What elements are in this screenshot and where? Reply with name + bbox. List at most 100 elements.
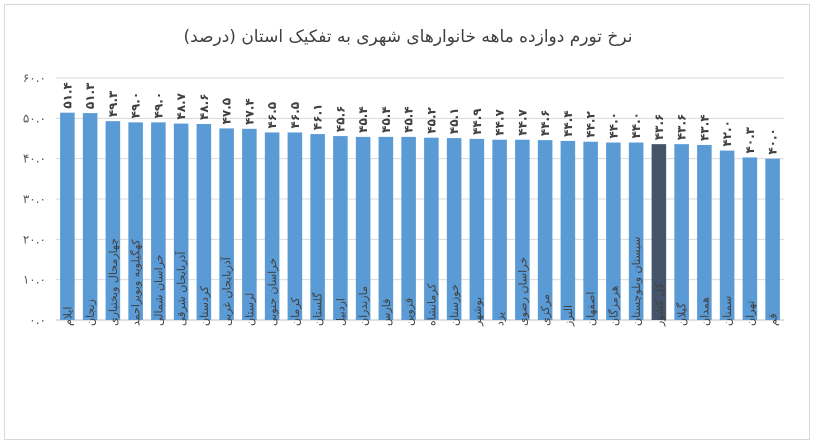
- x-tick-label: سمنان: [721, 296, 734, 326]
- x-tick-label: هرمزگان: [607, 285, 620, 326]
- bar: [674, 144, 689, 320]
- bar: [765, 158, 780, 320]
- bar: [378, 136, 394, 320]
- x-tick-label: خراسان شمالی: [152, 254, 165, 326]
- x-tick-label: قزوین: [403, 298, 416, 326]
- bar: [401, 136, 416, 320]
- x-tick-label: زنجان: [84, 299, 97, 326]
- bar: [492, 139, 507, 320]
- bar: [606, 142, 621, 320]
- data-label: ۴۴.۶: [538, 110, 552, 137]
- data-label: ۴۶.۱: [311, 104, 325, 131]
- x-tick-label: مرکزی: [539, 294, 552, 326]
- x-tick-label: کهگیلویه وبویراحمد: [130, 239, 143, 326]
- chart-title: نرخ تورم دوازده ماهه خانوارهای شهری به ت…: [183, 27, 633, 47]
- bar: [333, 136, 348, 320]
- data-label: ۴۴.۷: [493, 109, 507, 136]
- bar: [697, 144, 712, 320]
- bar: [560, 140, 576, 320]
- y-tick-label: ۵۰.۰: [23, 111, 46, 125]
- bar: [128, 122, 143, 320]
- data-label: ۴۹.۰: [151, 92, 165, 119]
- x-tick-label: گیلان: [676, 302, 689, 326]
- x-tick-label: خراسان رضوی: [516, 257, 529, 326]
- data-label: ۵۱.۳: [83, 82, 97, 109]
- data-label: ۴۵.۶: [333, 106, 347, 133]
- bar: [310, 134, 325, 320]
- bar: [82, 113, 98, 320]
- data-label: ۴۵.۴: [402, 106, 416, 133]
- data-label: ۴۶.۵: [265, 102, 279, 129]
- x-tick-label: چهارمحال وبختیاری: [107, 238, 120, 326]
- x-tick-label: فارس: [380, 299, 393, 326]
- x-tick-label: قم: [767, 313, 780, 326]
- x-tick-label: اردبیل: [334, 298, 347, 326]
- x-tick-label: کرمان: [289, 297, 302, 326]
- x-tick-label: لرستان: [243, 293, 256, 326]
- data-label: ۴۴.۴: [561, 110, 575, 137]
- data-label: ۴۷.۵: [220, 98, 234, 125]
- data-label: ۴۷.۴: [242, 98, 256, 125]
- bar: [469, 138, 485, 320]
- data-label: ۴۳.۴: [697, 114, 711, 141]
- data-label: ۴۴.۹: [470, 108, 484, 135]
- bar: [719, 150, 735, 320]
- x-tick-label: ایلام: [61, 307, 74, 327]
- data-label: ۴۲.۰: [720, 120, 734, 147]
- bar: [196, 123, 212, 320]
- data-label: ۴۳.۶: [675, 114, 689, 141]
- bar: [105, 121, 121, 320]
- bar: [628, 142, 644, 320]
- data-label: ۴۰.۰: [766, 128, 780, 155]
- bar: [424, 137, 439, 320]
- data-label: ۴۰.۳: [743, 126, 757, 153]
- x-tick-label: تهران: [744, 301, 757, 326]
- data-label: ۴۸.۷: [174, 92, 188, 119]
- x-tick-label: اصفهان: [585, 292, 598, 326]
- data-label: ۴۴.۰: [629, 112, 643, 139]
- y-tick-label: ۱۰.۰: [23, 273, 46, 287]
- bar: [537, 140, 553, 320]
- x-tick-label: سیستان وبلوچستان: [630, 236, 643, 326]
- x-tick-label: یزد: [494, 312, 507, 326]
- x-tick-label: مازندران: [357, 286, 370, 326]
- data-label: ۴۵.۴: [379, 106, 393, 133]
- bar: [515, 139, 530, 320]
- bar: [651, 144, 667, 320]
- x-tick-label: خوزستان: [448, 284, 461, 326]
- data-label: ۵۱.۴: [60, 82, 74, 109]
- x-tick-label: کردستان: [198, 285, 211, 326]
- bar: [742, 157, 758, 320]
- data-label: ۴۹.۳: [106, 90, 120, 117]
- x-tick-label: آذربایجان غربی: [220, 256, 234, 326]
- bar: [173, 123, 189, 321]
- y-tick-label: ۲۰.۰: [23, 232, 46, 246]
- bar: [355, 136, 371, 320]
- data-label: ۴۵.۲: [424, 106, 438, 133]
- data-label: ۴۵.۴: [356, 106, 370, 133]
- y-tick-label: ۳۰.۰: [23, 192, 46, 206]
- x-tick-label: کرمانشاه: [425, 283, 438, 326]
- bar: [287, 132, 303, 320]
- x-tick-label: بوشهر: [471, 297, 484, 327]
- data-label: ۴۴.۷: [515, 109, 529, 136]
- data-label: ۴۹.۰: [129, 92, 143, 119]
- bar: [446, 138, 462, 320]
- x-tick-label: البرز: [562, 305, 575, 327]
- x-tick-label: خراسان جنوبی: [266, 258, 279, 326]
- data-label: ۴۴.۰: [606, 112, 620, 139]
- x-tick-label: آذربایجان شرقی: [174, 251, 188, 326]
- data-label: ۴۳.۶: [652, 114, 666, 141]
- bar: [219, 128, 234, 320]
- bar: [264, 132, 280, 320]
- data-label: ۴۶.۵: [288, 102, 302, 129]
- data-label: ۴۴.۲: [584, 111, 598, 138]
- bar: [242, 128, 257, 320]
- x-tick-label: همدان: [698, 297, 711, 326]
- y-tick-label: ۶۰.۰: [23, 71, 46, 85]
- data-label: ۴۵.۱: [447, 108, 461, 135]
- y-tick-label: ۴۰.۰: [23, 152, 46, 166]
- bar: [151, 122, 166, 320]
- y-tick-label: ۰.۰: [29, 313, 46, 327]
